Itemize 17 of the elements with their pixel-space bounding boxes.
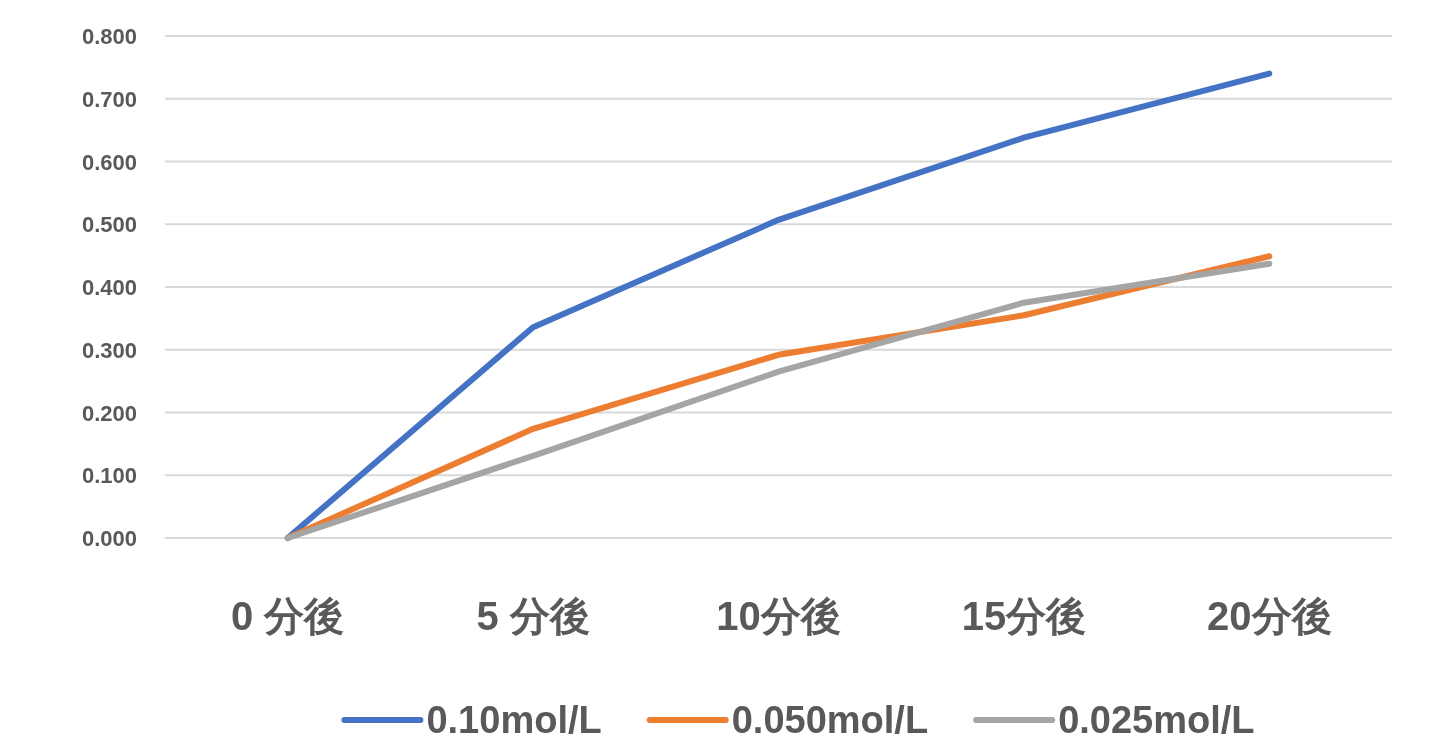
- y-tick-label: 0.200: [81, 400, 137, 426]
- y-tick-label: 0.600: [81, 149, 137, 175]
- y-tick-label: 0.000: [81, 526, 137, 551]
- x-tick-label: 20分後: [1207, 594, 1332, 638]
- x-tick-label: 5 分後: [476, 594, 590, 638]
- x-tick-label: 10分後: [716, 594, 841, 638]
- legend-label: 0.050mol/L: [731, 699, 929, 741]
- y-tick-label: 0.400: [81, 275, 137, 300]
- legend-label: 0.025mol/L: [1058, 699, 1255, 741]
- y-tick-label: 0.100: [81, 463, 137, 489]
- y-tick-label: 0.300: [81, 337, 137, 363]
- y-tick-label: 0.800: [81, 24, 137, 49]
- x-tick-label: 0 分後: [231, 594, 345, 638]
- y-tick-label: 0.500: [81, 212, 137, 238]
- legend-label: 0.10mol/L: [426, 699, 602, 741]
- x-tick-label: 15分後: [961, 594, 1087, 638]
- y-tick-label: 0.700: [81, 86, 137, 112]
